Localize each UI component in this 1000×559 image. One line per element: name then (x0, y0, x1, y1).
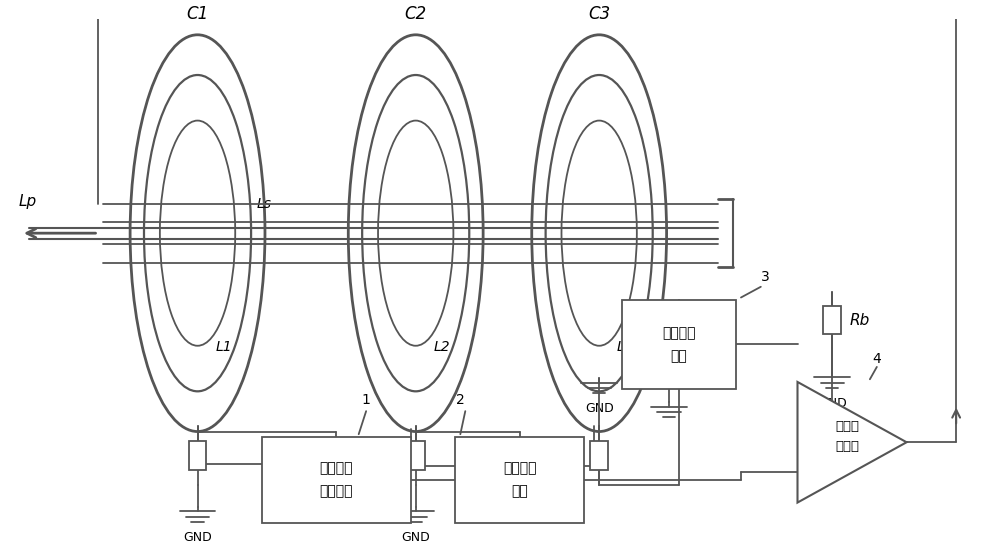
Text: GND: GND (818, 397, 847, 410)
Bar (455, 437, 584, 523)
Text: 1: 1 (362, 394, 371, 408)
Bar (262, 437, 411, 523)
Bar (823, 306, 841, 334)
Text: Lp: Lp (19, 194, 37, 209)
Bar (407, 441, 425, 470)
Bar (189, 441, 206, 470)
Text: 2: 2 (456, 394, 465, 408)
Bar (590, 441, 608, 470)
Text: L1: L1 (215, 340, 232, 354)
Text: C2: C2 (405, 5, 427, 23)
Text: 3: 3 (761, 270, 770, 284)
Text: L2: L2 (434, 340, 450, 354)
Text: Ls: Ls (257, 197, 272, 211)
Text: 低频检波
单元: 低频检波 单元 (503, 461, 537, 498)
Text: C1: C1 (186, 5, 209, 23)
Text: 4: 4 (872, 352, 881, 366)
Text: L3: L3 (617, 340, 634, 354)
Text: 激励信号
发生单元: 激励信号 发生单元 (320, 461, 353, 498)
Text: GND: GND (183, 530, 212, 544)
Text: GND: GND (401, 530, 430, 544)
Text: Rb: Rb (850, 313, 870, 328)
Text: 功率放
大单元: 功率放 大单元 (835, 420, 859, 453)
Text: 高频耦合
单元: 高频耦合 单元 (662, 326, 696, 363)
Text: GND: GND (585, 402, 614, 415)
Polygon shape (798, 382, 907, 503)
Bar (622, 300, 736, 389)
Text: C3: C3 (588, 5, 610, 23)
